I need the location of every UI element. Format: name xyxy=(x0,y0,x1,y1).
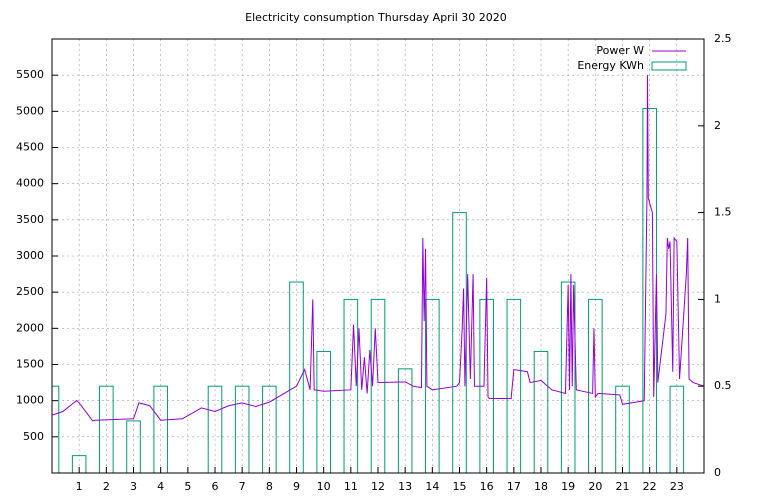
x-tick-label: 16 xyxy=(480,480,494,493)
x-tick-label: 1 xyxy=(76,480,83,493)
y-tick-label: 2500 xyxy=(16,285,44,298)
energy-box xyxy=(343,298,359,473)
energy-box xyxy=(560,281,576,473)
x-tick-label: 9 xyxy=(293,480,300,493)
x-tick-label: 10 xyxy=(317,480,331,493)
y-tick-label: 500 xyxy=(23,430,44,443)
x-tick-label: 5 xyxy=(184,480,191,493)
y-tick-label: 5500 xyxy=(16,68,44,81)
legend-label: Energy KWh xyxy=(577,59,644,72)
x-tick-label: 15 xyxy=(453,480,467,493)
chart-title: Electricity consumption Thursday April 3… xyxy=(245,11,507,24)
y-tick-label: 1500 xyxy=(16,358,44,371)
y2-tick-label: 2.5 xyxy=(714,32,732,45)
x-tick-label: 20 xyxy=(588,480,602,493)
x-tick-label: 6 xyxy=(212,480,219,493)
x-tick-label: 3 xyxy=(130,480,137,493)
energy-box xyxy=(289,281,304,473)
energy-box xyxy=(71,455,87,473)
y-tick-label: 4500 xyxy=(16,141,44,154)
energy-box xyxy=(588,298,603,473)
energy-box xyxy=(533,350,549,473)
y-tick-label: 4000 xyxy=(16,177,44,190)
energy-box xyxy=(425,298,440,473)
x-tick-label: 11 xyxy=(344,480,358,493)
energy-box xyxy=(126,420,141,473)
y-tick-label: 1000 xyxy=(16,394,44,407)
energy-box xyxy=(99,385,114,473)
energy-box xyxy=(207,385,223,473)
y2-tick-label: 0 xyxy=(714,466,721,479)
x-tick-label: 18 xyxy=(534,480,548,493)
x-tick-label: 21 xyxy=(616,480,630,493)
y2-tick-label: 0.5 xyxy=(714,379,732,392)
legend: Power W Energy KWh xyxy=(577,44,687,72)
legend-label: Power W xyxy=(596,44,644,57)
plot-area xyxy=(52,75,704,473)
grid xyxy=(52,39,704,473)
energy-box xyxy=(615,385,630,473)
x-tick-label: 2 xyxy=(103,480,110,493)
energy-box xyxy=(52,385,60,473)
y-tick-label: 2000 xyxy=(16,321,44,334)
energy-box xyxy=(262,385,277,473)
energy-box xyxy=(669,385,685,473)
energy-box xyxy=(397,368,413,473)
energy-box xyxy=(153,385,168,473)
x-tick-label: 8 xyxy=(266,480,273,493)
x-tick-label: 22 xyxy=(643,480,657,493)
y2-tick-label: 1 xyxy=(714,292,721,305)
x-tick-label: 4 xyxy=(157,480,164,493)
x-tick-label: 7 xyxy=(239,480,246,493)
x-tick-label: 19 xyxy=(561,480,575,493)
energy-box xyxy=(234,385,250,473)
axes: 1 2 3 4 5 6 7 8 9 10 11 12 13 14 15 16 17 18 19 20 21 22 23500… xyxy=(16,32,732,493)
y2-tick-label: 1.5 xyxy=(714,206,732,219)
energy-box xyxy=(506,298,522,473)
power-line xyxy=(52,75,704,422)
y-tick-label: 3500 xyxy=(16,213,44,226)
y2-tick-label: 2 xyxy=(714,119,721,132)
x-tick-label: 12 xyxy=(371,480,385,493)
y-tick-label: 5000 xyxy=(16,104,44,117)
energy-box xyxy=(370,298,386,473)
x-tick-label: 23 xyxy=(670,480,684,493)
x-tick-label: 13 xyxy=(398,480,412,493)
x-tick-label: 17 xyxy=(507,480,521,493)
x-tick-label: 14 xyxy=(425,480,439,493)
legend-swatch xyxy=(651,61,687,71)
y-tick-label: 3000 xyxy=(16,249,44,262)
energy-box xyxy=(316,350,331,473)
